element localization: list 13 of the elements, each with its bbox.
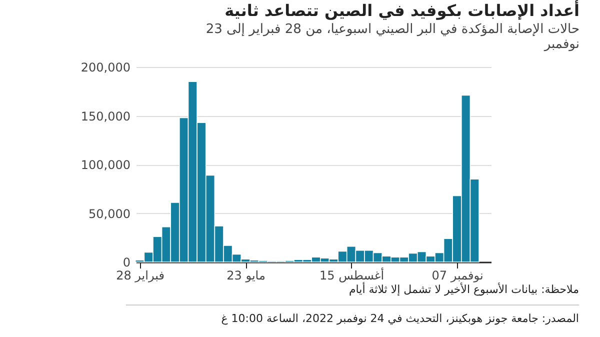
y-tick-label: 150,000 xyxy=(80,109,130,124)
y-tick-label: 200,000 xyxy=(80,60,130,74)
x-tick-label: 07 نوفمبر xyxy=(432,268,484,282)
x-tick-label: 23 مايو xyxy=(226,268,266,282)
text: المصدر: جامعة جونز هوبكينز، التحديث في 24 نوفمبر 2022، الساعة 10:00 غ xyxy=(221,312,579,325)
x-tick-label: 15 أغسطس xyxy=(319,268,384,282)
chart-subtitle: حالات الإصابة المؤكدة في البر الصيني اسبوعيا، من 28 فبراير إلى 23 نوفمبر xyxy=(206,22,580,52)
text: ملاحظة: بيانات الأسبوع الأخير لا تشمل إلا ثلاثة أيام xyxy=(348,282,580,296)
chart-title: أعداد الإصابات بكوفيد في الصين تتصاعد ثانية xyxy=(224,0,580,20)
y-tick-label: 100,000 xyxy=(80,158,130,172)
y-tick-label: 50,000 xyxy=(88,206,130,221)
x-tick-label: 28 فبراير xyxy=(116,268,164,282)
y-tick-label: 0 xyxy=(122,256,130,270)
